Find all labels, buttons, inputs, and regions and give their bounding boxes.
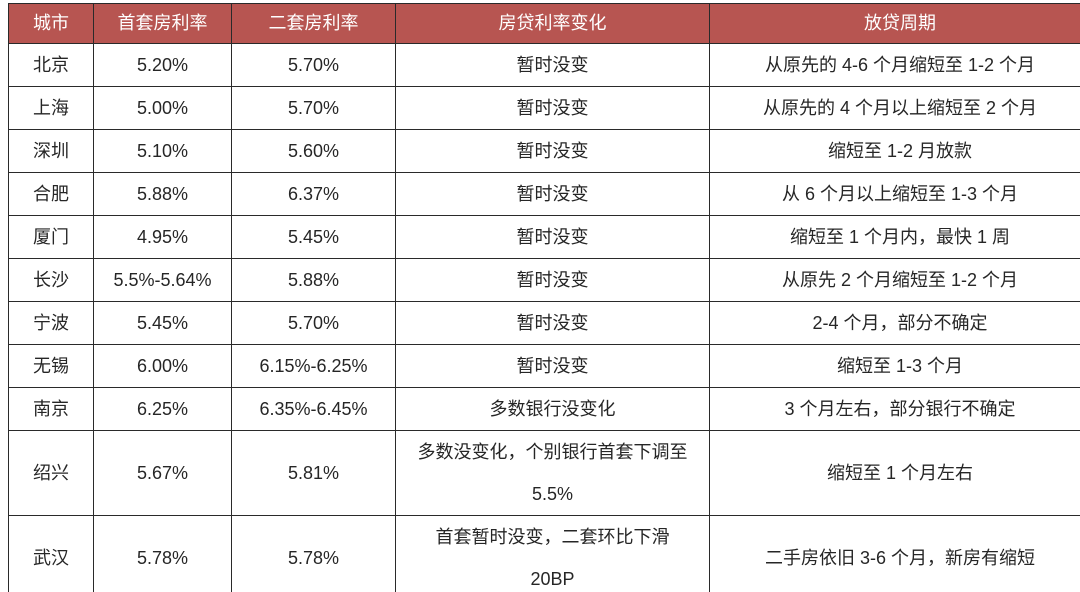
cell-lending-period: 缩短至 1-3 个月: [709, 344, 1080, 388]
cell-city: 合肥: [8, 172, 94, 216]
cell-first-rate: 5.00%: [93, 86, 232, 130]
cell-city: 绍兴: [8, 430, 94, 516]
cell-first-rate: 5.78%: [93, 515, 232, 592]
cell-second-rate: 5.81%: [231, 430, 396, 516]
cell-city: 上海: [8, 86, 94, 130]
cell-second-rate: 6.35%-6.45%: [231, 387, 396, 431]
cell-second-rate: 6.37%: [231, 172, 396, 216]
cell-rate-change: 暂时没变: [395, 258, 710, 302]
column-header-first-rate: 首套房利率: [93, 3, 232, 44]
cell-rate-change: 暂时没变: [395, 344, 710, 388]
cell-first-rate: 5.10%: [93, 129, 232, 173]
table-row-changsha: 长沙 5.5%-5.64% 5.88% 暂时没变 从原先 2 个月缩短至 1-2…: [8, 258, 1080, 302]
cell-city: 北京: [8, 43, 94, 87]
table-row-ningbo: 宁波 5.45% 5.70% 暂时没变 2-4 个月，部分不确定: [8, 301, 1080, 345]
cell-lending-period: 缩短至 1 个月左右: [709, 430, 1080, 516]
cell-first-rate: 5.67%: [93, 430, 232, 516]
cell-lending-period: 2-4 个月，部分不确定: [709, 301, 1080, 345]
cell-lending-period: 3 个月左右，部分银行不确定: [709, 387, 1080, 431]
column-header-lending-period: 放贷周期: [709, 3, 1080, 44]
cell-lending-period: 二手房依旧 3-6 个月，新房有缩短: [709, 515, 1080, 592]
table-row-shanghai: 上海 5.00% 5.70% 暂时没变 从原先的 4 个月以上缩短至 2 个月: [8, 86, 1080, 130]
cell-second-rate: 5.45%: [231, 215, 396, 259]
cell-rate-change: 多数没变化，个别银行首套下调至 5.5%: [395, 430, 710, 516]
cell-rate-change: 多数银行没变化: [395, 387, 710, 431]
cell-lending-period: 从 6 个月以上缩短至 1-3 个月: [709, 172, 1080, 216]
cell-city: 无锡: [8, 344, 94, 388]
mortgage-rate-table: 城市 首套房利率 二套房利率 房贷利率变化 放贷周期 北京 5.20% 5.70…: [8, 3, 1080, 592]
cell-first-rate: 5.20%: [93, 43, 232, 87]
table-row-beijing: 北京 5.20% 5.70% 暂时没变 从原先的 4-6 个月缩短至 1-2 个…: [8, 43, 1080, 87]
cell-first-rate: 5.88%: [93, 172, 232, 216]
cell-rate-change: 暂时没变: [395, 301, 710, 345]
cell-second-rate: 5.78%: [231, 515, 396, 592]
table-row-shenzhen: 深圳 5.10% 5.60% 暂时没变 缩短至 1-2 月放款: [8, 129, 1080, 173]
cell-rate-change: 首套暂时没变，二套环比下滑 20BP: [395, 515, 710, 592]
table-row-wuxi: 无锡 6.00% 6.15%-6.25% 暂时没变 缩短至 1-3 个月: [8, 344, 1080, 388]
table-row-xiamen: 厦门 4.95% 5.45% 暂时没变 缩短至 1 个月内，最快 1 周: [8, 215, 1080, 259]
cell-rate-change: 暂时没变: [395, 86, 710, 130]
cell-lending-period: 缩短至 1 个月内，最快 1 周: [709, 215, 1080, 259]
table-row-nanjing: 南京 6.25% 6.35%-6.45% 多数银行没变化 3 个月左右，部分银行…: [8, 387, 1080, 431]
cell-rate-change: 暂时没变: [395, 43, 710, 87]
cell-city: 宁波: [8, 301, 94, 345]
cell-first-rate: 5.5%-5.64%: [93, 258, 232, 302]
cell-second-rate: 5.70%: [231, 301, 396, 345]
cell-first-rate: 6.25%: [93, 387, 232, 431]
table-row-hefei: 合肥 5.88% 6.37% 暂时没变 从 6 个月以上缩短至 1-3 个月: [8, 172, 1080, 216]
table-header-row: 城市 首套房利率 二套房利率 房贷利率变化 放贷周期: [8, 3, 1080, 44]
column-header-city: 城市: [8, 3, 94, 44]
cell-lending-period: 从原先 2 个月缩短至 1-2 个月: [709, 258, 1080, 302]
cell-second-rate: 6.15%-6.25%: [231, 344, 396, 388]
cell-city: 武汉: [8, 515, 94, 592]
cell-second-rate: 5.70%: [231, 86, 396, 130]
cell-rate-change: 暂时没变: [395, 172, 710, 216]
column-header-rate-change: 房贷利率变化: [395, 3, 710, 44]
cell-lending-period: 缩短至 1-2 月放款: [709, 129, 1080, 173]
cell-second-rate: 5.70%: [231, 43, 396, 87]
cell-city: 深圳: [8, 129, 94, 173]
table-row-wuhan: 武汉 5.78% 5.78% 首套暂时没变，二套环比下滑 20BP 二手房依旧 …: [8, 515, 1080, 592]
column-header-second-rate: 二套房利率: [231, 3, 396, 44]
cell-first-rate: 5.45%: [93, 301, 232, 345]
cell-first-rate: 6.00%: [93, 344, 232, 388]
cell-first-rate: 4.95%: [93, 215, 232, 259]
cell-city: 长沙: [8, 258, 94, 302]
cell-second-rate: 5.60%: [231, 129, 396, 173]
cell-lending-period: 从原先的 4-6 个月缩短至 1-2 个月: [709, 43, 1080, 87]
cell-second-rate: 5.88%: [231, 258, 396, 302]
table-row-shaoxing: 绍兴 5.67% 5.81% 多数没变化，个别银行首套下调至 5.5% 缩短至 …: [8, 430, 1080, 516]
cell-rate-change: 暂时没变: [395, 129, 710, 173]
cell-city: 厦门: [8, 215, 94, 259]
cell-rate-change: 暂时没变: [395, 215, 710, 259]
cell-city: 南京: [8, 387, 94, 431]
cell-lending-period: 从原先的 4 个月以上缩短至 2 个月: [709, 86, 1080, 130]
